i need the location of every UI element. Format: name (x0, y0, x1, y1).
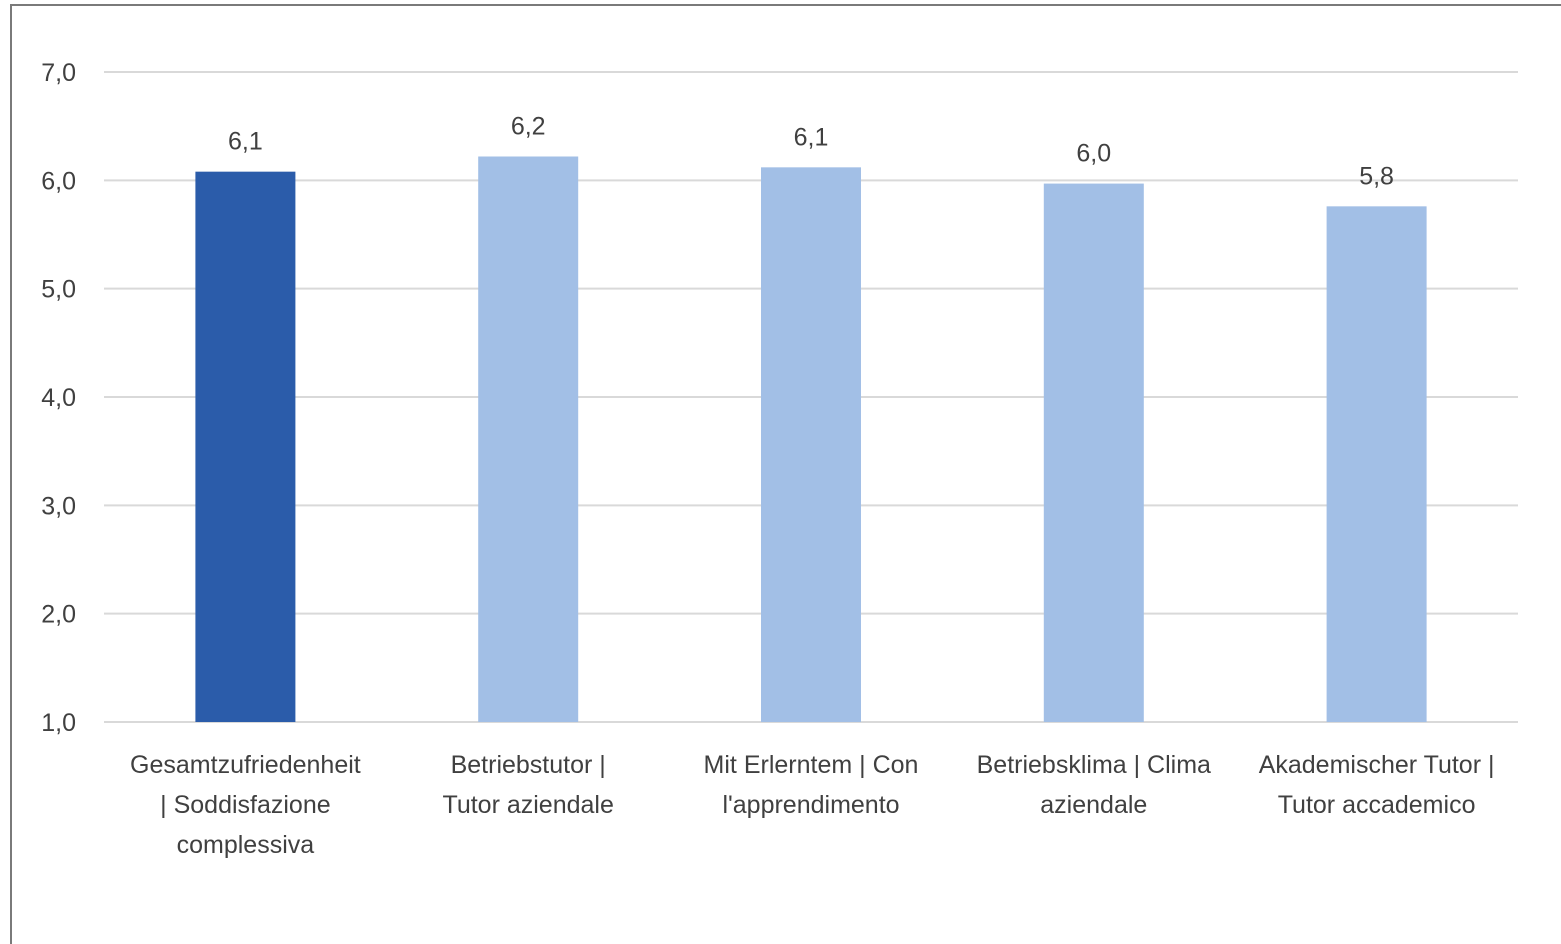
x-category-label-line: l'apprendimento (722, 791, 899, 819)
y-tick-label: 2,0 (41, 601, 76, 629)
bar (1043, 183, 1144, 723)
x-category-label-line: Tutor accademico (1278, 791, 1476, 819)
y-tick-label: 3,0 (41, 492, 76, 520)
bars (195, 156, 1427, 723)
x-category-label: Mit Erlerntem | Con l'apprendimento (704, 751, 919, 819)
x-category-label-line: Tutor aziendale (442, 791, 613, 819)
x-category-label-line: Akademischer Tutor | (1259, 751, 1495, 779)
bar-value-label: 6,1 (228, 128, 263, 156)
x-category-label: Betriebsklima | Clima aziendale (977, 751, 1211, 819)
bar (1326, 206, 1427, 723)
x-category-label-line: Betriebstutor | (451, 751, 606, 779)
y-tick-label: 4,0 (41, 384, 76, 412)
x-category-label: Akademischer Tutor | Tutor accademico (1259, 751, 1495, 819)
bar-value-label: 6,2 (511, 113, 546, 141)
bar (761, 167, 861, 723)
bar-value-label: 6,0 (1076, 140, 1111, 168)
bar (478, 156, 579, 722)
x-category-label-line: Gesamtzufriedenheit (130, 751, 361, 779)
y-tick-label: 6,0 (41, 167, 76, 195)
chart-frame (10, 4, 1561, 944)
x-axis-category-labels: Gesamtzufriedenheit | Soddisfazione comple… (130, 751, 1494, 859)
data-labels: 6,1 6,2 6,1 6,0 5,8 (228, 113, 1394, 191)
x-category-label-line: | Soddisfazione (160, 791, 331, 819)
bar-value-label: 5,8 (1359, 162, 1394, 190)
y-tick-label: 5,0 (41, 276, 76, 304)
y-axis-tick-labels: 1,0 2,0 3,0 4,0 5,0 6,0 7,0 (41, 59, 76, 737)
x-category-label-line: Betriebsklima | Clima (977, 751, 1211, 779)
x-category-label-line: Mit Erlerntem | Con (704, 751, 919, 779)
y-tick-label: 7,0 (41, 59, 76, 87)
x-category-label-line: aziendale (1040, 791, 1147, 819)
x-category-label: Betriebstutor | Tutor aziendale (442, 751, 613, 819)
y-tick-label: 1,0 (41, 709, 76, 737)
bar-value-label: 6,1 (794, 123, 829, 151)
x-category-label-line: complessiva (177, 831, 315, 859)
bar (195, 171, 296, 722)
x-category-label: Gesamtzufriedenheit | Soddisfazione comple… (130, 751, 361, 859)
